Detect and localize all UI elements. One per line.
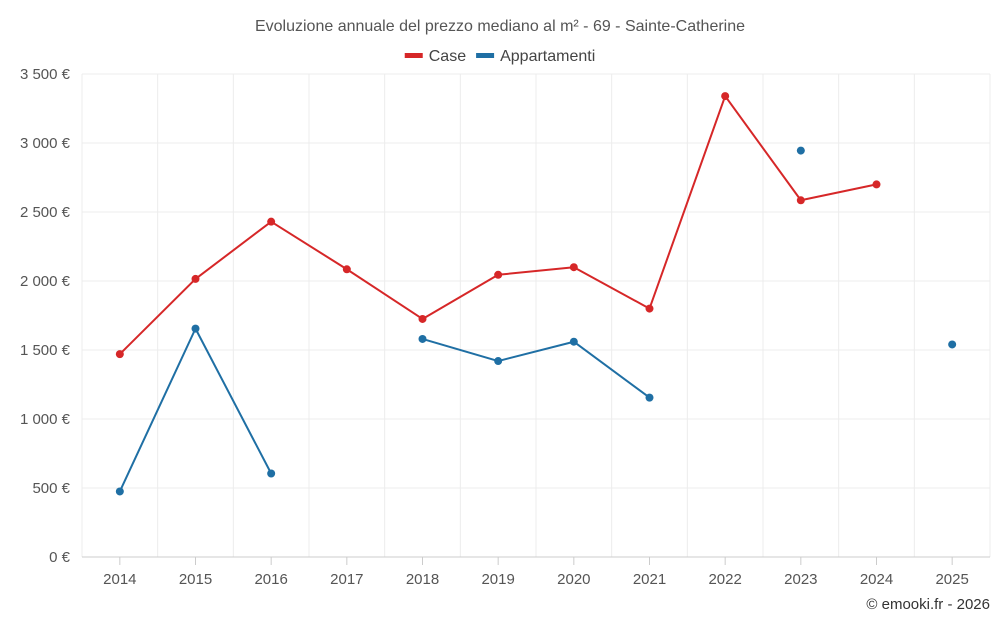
series-layer: [115, 92, 957, 496]
x-tick-label: 2015: [179, 571, 212, 588]
x-tick-label: 2021: [633, 571, 666, 588]
data-point[interactable]: [872, 180, 881, 189]
y-tick-label: 3 000 €: [20, 135, 71, 152]
x-tick-label: 2018: [406, 571, 439, 588]
data-point[interactable]: [948, 340, 957, 349]
data-point[interactable]: [418, 314, 427, 323]
series-case: [115, 92, 881, 359]
y-tick-label: 500 €: [32, 480, 70, 497]
legend-label: Case: [429, 48, 466, 65]
data-point[interactable]: [342, 265, 351, 274]
series-line: [422, 338, 651, 399]
data-point[interactable]: [569, 337, 578, 346]
data-point[interactable]: [569, 263, 578, 272]
data-point[interactable]: [796, 146, 805, 155]
data-point[interactable]: [796, 196, 805, 205]
legend-swatch: [476, 53, 495, 58]
series-appartamenti: [115, 146, 957, 496]
y-tick-label: 3 500 €: [20, 66, 71, 83]
data-point[interactable]: [191, 274, 200, 283]
legend-label: Appartamenti: [500, 48, 595, 65]
y-tick-label: 2 000 €: [20, 273, 71, 290]
y-tick-label: 2 500 €: [20, 204, 71, 221]
credit-text: © emooki.fr - 2026: [866, 596, 990, 613]
series-line: [118, 327, 273, 492]
data-point[interactable]: [721, 92, 730, 101]
x-tick-label: 2023: [784, 571, 817, 588]
data-point[interactable]: [494, 357, 503, 366]
legend: Case Appartamenti: [404, 48, 595, 65]
data-point[interactable]: [115, 350, 124, 359]
data-point[interactable]: [191, 324, 200, 333]
data-point[interactable]: [115, 487, 124, 496]
x-tick-label: 2025: [935, 571, 968, 588]
data-point[interactable]: [494, 270, 503, 279]
chart-title: Evoluzione annuale del prezzo mediano al…: [255, 18, 745, 35]
legend-swatch: [404, 53, 423, 58]
x-tick-label: 2014: [103, 571, 136, 588]
x-tick-label: 2019: [481, 571, 514, 588]
data-point[interactable]: [645, 393, 654, 402]
axes: 0 € 500 € 1 000 € 1 500 € 2 000 € 2 500 € 3 00…: [20, 66, 990, 588]
y-tick-label: 0 €: [49, 549, 71, 566]
data-point[interactable]: [645, 304, 654, 313]
y-tick-label: 1 500 €: [20, 342, 71, 359]
data-point[interactable]: [267, 217, 276, 226]
data-point[interactable]: [267, 469, 276, 478]
grid: [81, 73, 991, 557]
x-tick-label: 2016: [254, 571, 287, 588]
x-tick-label: 2017: [330, 571, 363, 588]
y-tick-label: 1 000 €: [20, 411, 71, 428]
x-tick-label: 2024: [860, 571, 893, 588]
data-point[interactable]: [418, 334, 427, 343]
x-tick-label: 2022: [708, 571, 741, 588]
x-tick-label: 2020: [557, 571, 590, 588]
